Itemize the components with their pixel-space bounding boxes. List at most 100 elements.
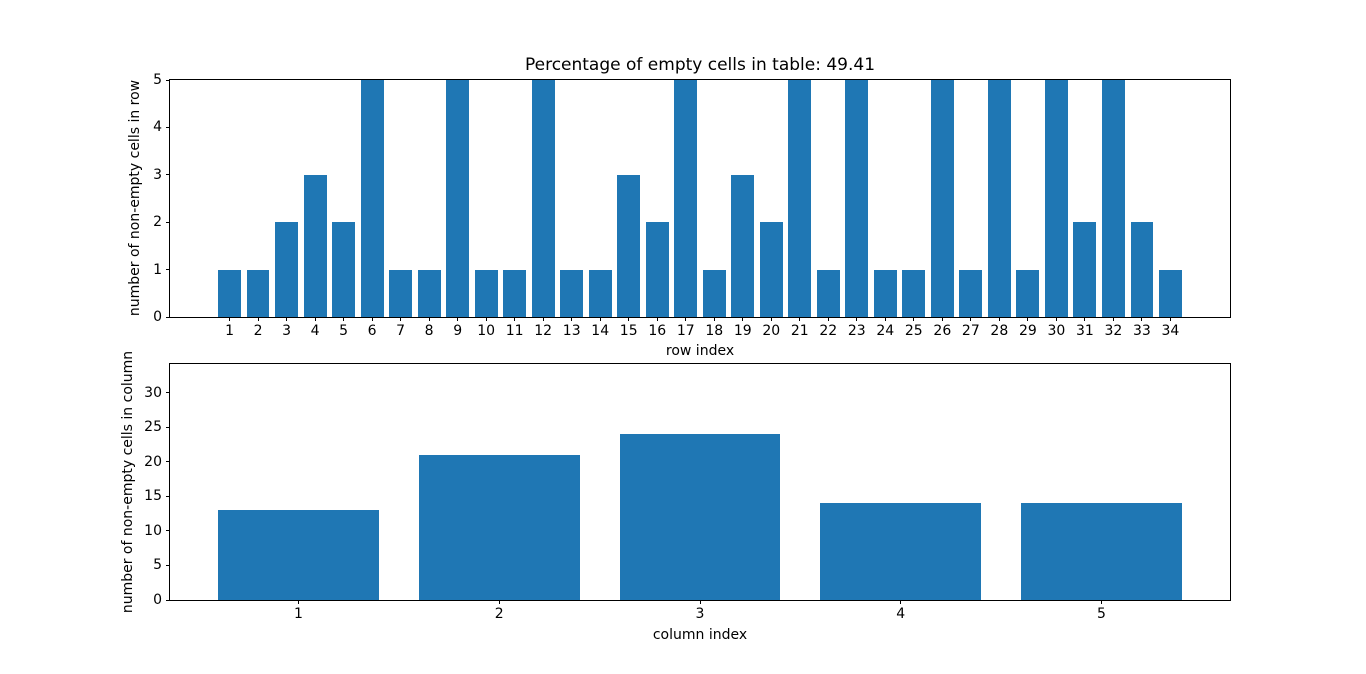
bar-2 (246, 269, 270, 317)
bar-19 (731, 174, 755, 317)
chart2-xlabel: column index (652, 627, 748, 643)
bar-22 (816, 269, 840, 317)
x-tick-label-12: 12 (534, 323, 553, 339)
bar-17 (674, 80, 698, 317)
bar-15 (617, 174, 641, 317)
x-tick-17 (685, 317, 687, 321)
x-tick-2 (498, 600, 500, 604)
y-tick-2 (166, 221, 170, 223)
x-tick-4 (314, 317, 316, 321)
x-tick-label-4: 4 (896, 606, 906, 622)
x-tick-label-25: 25 (904, 323, 923, 339)
x-tick-label-11: 11 (505, 323, 524, 339)
y-tick-4 (166, 126, 170, 128)
chart1-xlabel: row index (665, 343, 735, 359)
y-tick-label-20: 20 (144, 453, 162, 470)
y-tick-label-0: 0 (153, 592, 162, 608)
x-tick-3 (286, 317, 288, 321)
y-tick-10 (166, 530, 170, 532)
x-tick-label-21: 21 (790, 323, 809, 339)
y-tick-label-0: 0 (153, 309, 162, 325)
bar-10 (474, 269, 498, 317)
bar-20 (759, 222, 783, 317)
y-tick-label-1: 1 (153, 261, 162, 278)
y-tick-label-4: 4 (153, 119, 162, 136)
y-tick-label-25: 25 (144, 419, 162, 436)
bar-27 (959, 269, 983, 317)
x-tick-15 (628, 317, 630, 321)
x-tick-12 (542, 317, 544, 321)
x-tick-label-7: 7 (396, 323, 406, 339)
x-tick-20 (770, 317, 772, 321)
bar-6 (360, 80, 384, 317)
bar-4 (303, 174, 327, 317)
x-tick-28 (998, 317, 1000, 321)
chart1-axes: 1 2 3 4 5 6 7 8 9 10 11 12 13 14 15 16 17 18 19 20 21 22 23 24 2… (153, 72, 1231, 339)
y-tick-1 (166, 269, 170, 271)
x-tick-1 (229, 317, 231, 321)
x-tick-label-13: 13 (562, 323, 581, 339)
bar-32 (1101, 80, 1125, 317)
bar-1 (218, 269, 241, 317)
x-tick-label-19: 19 (733, 323, 752, 339)
x-tick-label-1: 1 (294, 606, 303, 622)
x-tick-label-27: 27 (961, 323, 980, 339)
y-tick-label-5: 5 (153, 557, 162, 574)
x-tick-label-14: 14 (591, 323, 610, 339)
y-tick-label-15: 15 (144, 488, 162, 505)
x-tick-24 (884, 317, 886, 321)
y-tick-30 (166, 392, 170, 394)
x-tick-label-34: 34 (1161, 323, 1180, 339)
y-tick-25 (166, 426, 170, 428)
x-tick-13 (571, 317, 573, 321)
y-tick-0 (166, 316, 170, 318)
y-tick-3 (166, 174, 170, 176)
x-tick-7 (400, 317, 402, 321)
bar-34 (1159, 269, 1182, 317)
bar-11 (503, 269, 527, 317)
y-tick-0 (166, 599, 170, 601)
x-tick-16 (656, 317, 658, 321)
x-tick-label-30: 30 (1047, 323, 1066, 339)
x-tick-27 (970, 317, 972, 321)
bar-9 (446, 80, 470, 317)
x-tick-label-28: 28 (990, 323, 1009, 339)
bar-13 (560, 269, 584, 317)
x-tick-4 (900, 600, 902, 604)
bar-29 (1016, 269, 1040, 317)
bar-18 (702, 269, 726, 317)
x-tick-8 (428, 317, 430, 321)
x-tick-22 (827, 317, 829, 321)
x-tick-6 (371, 317, 373, 321)
y-tick-5 (166, 564, 170, 566)
x-tick-11 (514, 317, 516, 321)
x-tick-31 (1084, 317, 1086, 321)
x-tick-9 (457, 317, 459, 321)
x-tick-30 (1055, 317, 1057, 321)
x-tick-label-3: 3 (282, 323, 292, 339)
x-tick-18 (713, 317, 715, 321)
x-tick-label-3: 3 (695, 606, 705, 622)
bar-2 (418, 455, 580, 600)
x-tick-label-15: 15 (619, 323, 638, 339)
y-tick-label-2: 2 (153, 214, 162, 231)
y-tick-20 (166, 461, 170, 463)
x-tick-10 (485, 317, 487, 321)
x-tick-label-10: 10 (477, 323, 496, 339)
bar-28 (987, 80, 1011, 317)
y-tick-label-3: 3 (153, 166, 162, 183)
y-tick-label-30: 30 (144, 384, 162, 401)
x-tick-2 (257, 317, 259, 321)
bar-3 (619, 434, 781, 600)
x-tick-29 (1027, 317, 1029, 321)
x-tick-label-5: 5 (339, 323, 349, 339)
x-tick-32 (1112, 317, 1114, 321)
x-tick-label-23: 23 (847, 323, 866, 339)
x-tick-21 (799, 317, 801, 321)
x-tick-label-4: 4 (310, 323, 320, 339)
bar-3 (275, 222, 298, 317)
x-tick-label-17: 17 (676, 323, 695, 339)
x-tick-3 (699, 600, 701, 604)
x-tick-label-20: 20 (762, 323, 781, 339)
x-tick-1 (297, 600, 299, 604)
